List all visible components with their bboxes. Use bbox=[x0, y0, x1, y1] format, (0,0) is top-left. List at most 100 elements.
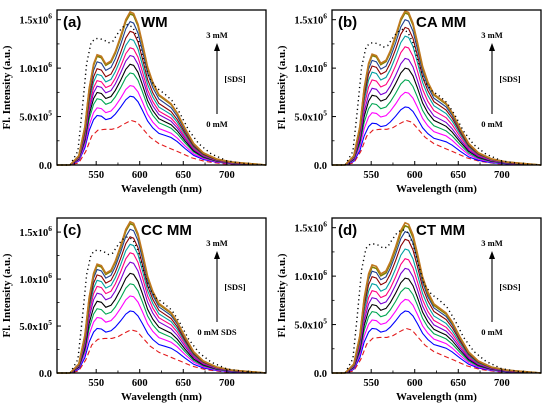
arrow-mid-label: [SDS] bbox=[224, 74, 245, 84]
x-tick-label: 700 bbox=[219, 378, 235, 389]
spectrum-line-2 bbox=[332, 310, 542, 374]
dotted-reference-line bbox=[332, 28, 542, 166]
panel-label: (c) bbox=[63, 222, 81, 239]
x-tick-label: 700 bbox=[494, 378, 510, 389]
y-axis-label: Fl. Intensity (a.u.) bbox=[1, 45, 13, 129]
panel-title: CA MM bbox=[416, 14, 466, 31]
y-tick-label: 5.0x105 bbox=[294, 317, 327, 332]
arrow-top-label: 3 mM bbox=[481, 30, 502, 40]
arrow-mid-label: [SDS] bbox=[499, 74, 520, 84]
y-tick-label: 0.0 bbox=[314, 161, 327, 172]
y-tick-label: 0.0 bbox=[39, 369, 52, 380]
spectrum-line-6 bbox=[57, 54, 267, 166]
y-tick-label: 1.5x106 bbox=[294, 12, 327, 27]
y-axis-label: Fl. Intensity (a.u.) bbox=[1, 253, 13, 337]
panel-label: (d) bbox=[338, 222, 357, 239]
x-tick-label: 550 bbox=[363, 378, 379, 389]
spectrum-line-9 bbox=[332, 238, 542, 374]
spectrum-line-3 bbox=[57, 84, 267, 166]
spectrum-line-4 bbox=[332, 287, 542, 374]
y-tick-label: 5.0x105 bbox=[294, 109, 327, 124]
y-tick-label: 1.0x106 bbox=[19, 60, 52, 75]
spectrum-line-1 bbox=[57, 329, 267, 374]
arrow-top-label: 3 mM bbox=[206, 30, 227, 40]
panel-label: (b) bbox=[338, 14, 357, 31]
spectrum-line-6 bbox=[332, 267, 542, 374]
y-tick-label: 0.0 bbox=[314, 369, 327, 380]
plot-frame bbox=[56, 9, 267, 166]
spectrum-line-2 bbox=[57, 95, 267, 166]
arrow-head-icon bbox=[489, 43, 495, 51]
spectrum-line-4 bbox=[57, 72, 267, 166]
panel-title: CC MM bbox=[141, 222, 192, 239]
y-tick-label: 1.5x106 bbox=[19, 12, 52, 27]
spectrum-line-3 bbox=[332, 298, 542, 374]
spectrum-line-8 bbox=[332, 248, 542, 374]
arrow-head-icon bbox=[214, 251, 220, 259]
spectrum-line-12 bbox=[332, 221, 542, 374]
spectrum-line-2 bbox=[57, 310, 267, 374]
panel-title: CT MM bbox=[416, 222, 465, 239]
spectrum-line-2 bbox=[332, 106, 542, 166]
spectrum-line-7 bbox=[332, 258, 542, 374]
x-tick-label: 550 bbox=[363, 170, 379, 181]
plot-frame bbox=[56, 217, 267, 374]
x-axis-label: Wavelength (nm) bbox=[396, 391, 477, 403]
spectrum-line-8 bbox=[57, 38, 267, 166]
y-tick-label: 1.5x106 bbox=[294, 220, 327, 235]
arrow-mid-label: [SDS] bbox=[224, 282, 245, 292]
y-tick-label: 5.0x105 bbox=[19, 318, 52, 333]
x-axis-label: Wavelength (nm) bbox=[121, 183, 202, 195]
spectrum-line-7 bbox=[332, 46, 542, 166]
arrow-bottom-label: 0 mM bbox=[481, 327, 502, 337]
y-tick-label: 5.0x105 bbox=[19, 109, 52, 124]
arrow-bottom-label: 0 mM bbox=[481, 119, 502, 129]
spectrum-line-5 bbox=[332, 67, 542, 166]
y-tick-label: 1.0x106 bbox=[294, 60, 327, 75]
x-tick-label: 650 bbox=[175, 378, 191, 389]
x-tick-label: 550 bbox=[88, 170, 104, 181]
arrow-top-label: 3 mM bbox=[481, 238, 502, 248]
spectrum-line-8 bbox=[57, 243, 267, 374]
spectrum-line-9 bbox=[57, 236, 267, 374]
spectrum-line-8 bbox=[332, 35, 542, 166]
panel-title: WM bbox=[141, 14, 168, 31]
spectrum-line-9 bbox=[332, 26, 542, 166]
x-tick-label: 650 bbox=[450, 378, 466, 389]
spectrum-line-12 bbox=[57, 10, 267, 166]
spectrum-line-6 bbox=[57, 261, 267, 374]
spectrum-line-9 bbox=[57, 30, 267, 166]
x-tick-label: 700 bbox=[219, 170, 235, 181]
spectrum-line-12 bbox=[332, 9, 542, 166]
x-tick-label: 600 bbox=[407, 170, 423, 181]
spectrum-line-5 bbox=[57, 63, 267, 166]
x-axis-label: Wavelength (nm) bbox=[121, 391, 202, 403]
arrow-bottom-label: 0 mM SDS bbox=[197, 327, 236, 337]
x-tick-label: 650 bbox=[175, 170, 191, 181]
x-tick-label: 600 bbox=[407, 378, 423, 389]
spectrum-line-4 bbox=[332, 79, 542, 166]
arrow-mid-label: [SDS] bbox=[499, 282, 520, 292]
arrow-head-icon bbox=[489, 251, 495, 259]
arrow-head-icon bbox=[214, 43, 220, 51]
plot-frame bbox=[331, 217, 542, 374]
x-tick-label: 600 bbox=[132, 170, 148, 181]
plot-frame bbox=[331, 9, 542, 166]
spectrum-line-1 bbox=[332, 327, 542, 374]
y-tick-label: 1.0x106 bbox=[19, 271, 52, 286]
spectrum-line-4 bbox=[57, 283, 267, 374]
chart-panel-1: 550 600 650 700 0.0 5.0x105 1.0x106 1.5x106 Wave… bbox=[1, 9, 267, 195]
spectrum-line-5 bbox=[57, 272, 267, 374]
spectrum-line-7 bbox=[57, 252, 267, 374]
y-tick-label: 1.5x106 bbox=[19, 224, 52, 239]
x-tick-label: 550 bbox=[88, 378, 104, 389]
chart-panel-4: 550 600 650 700 0.0 5.0x105 1.0x106 1.5x106 Wave… bbox=[276, 217, 542, 403]
dotted-reference-line bbox=[57, 236, 267, 374]
x-tick-label: 600 bbox=[132, 378, 148, 389]
x-axis-label: Wavelength (nm) bbox=[396, 183, 477, 195]
y-axis-label: Fl. Intensity (a.u.) bbox=[276, 45, 288, 129]
y-tick-label: 0.0 bbox=[39, 161, 52, 172]
x-tick-label: 700 bbox=[494, 170, 510, 181]
spectrum-line-12 bbox=[57, 220, 267, 374]
